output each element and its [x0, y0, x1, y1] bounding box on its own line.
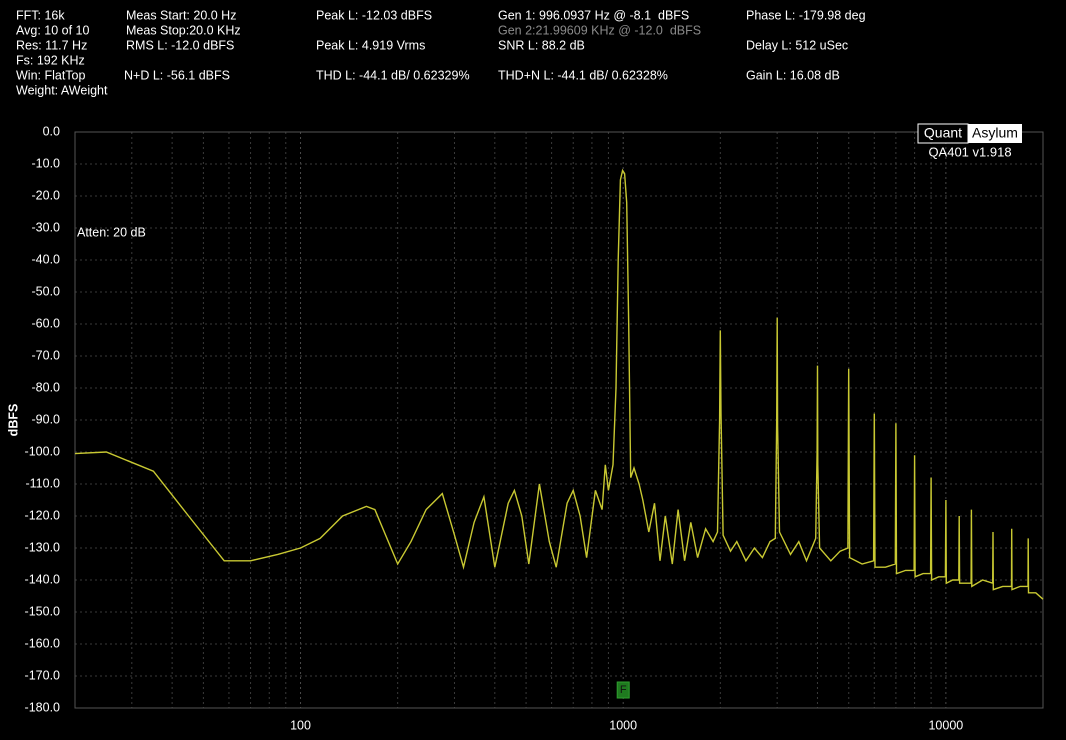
readout: Weight: AWeight — [16, 83, 108, 97]
logo-box — [968, 124, 1022, 143]
y-tick-label: -170.0 — [25, 668, 60, 682]
readout: Peak L: -12.03 dBFS — [316, 8, 432, 22]
y-tick-label: -150.0 — [25, 604, 60, 618]
x-tick-label: 10000 — [928, 718, 963, 732]
y-tick-label: -180.0 — [25, 700, 60, 714]
readout: Gen 1: 996.0937 Hz @ -8.1 dBFS — [498, 8, 689, 22]
readout: Fs: 192 KHz — [16, 53, 85, 67]
y-tick-label: -140.0 — [25, 572, 60, 586]
readout: Phase L: -179.98 deg — [746, 8, 866, 22]
readout: Delay L: 512 uSec — [746, 38, 848, 52]
y-axis-label: dBFS — [6, 404, 20, 437]
spectrum-line — [74, 168, 1044, 600]
readout: THD L: -44.1 dB/ 0.62329% — [316, 68, 470, 82]
y-tick-label: -110.0 — [25, 476, 60, 490]
plot-frame — [74, 131, 1044, 709]
readout: Gain L: 16.08 dB — [746, 68, 840, 82]
plot: 100 1000 10000 0.0 -10.0 -20.0 -30.0 -40.0 -50.0… — [25, 124, 1044, 732]
y-tick-label: -30.0 — [32, 220, 61, 234]
readout: RMS L: -12.0 dBFS — [126, 38, 234, 52]
y-tick-label: -160.0 — [25, 636, 60, 650]
y-tick-label: -10.0 — [32, 156, 61, 170]
y-tick-label: -50.0 — [32, 284, 61, 298]
version: QA401 v1.918 — [928, 144, 1011, 159]
readout: Peak L: 4.919 Vrms — [316, 38, 425, 52]
logo-right: Asylum — [972, 125, 1018, 141]
y-tick-label: -60.0 — [32, 316, 61, 330]
readout: SNR L: 88.2 dB — [498, 38, 585, 52]
y-tick-label: -20.0 — [32, 188, 61, 202]
y-tick-label: -120.0 — [25, 508, 60, 522]
readout: Win: FlatTop — [16, 68, 86, 82]
readout: Avg: 10 of 10 — [16, 23, 89, 37]
readout: Meas Stop:20.0 KHz — [126, 23, 241, 37]
y-tick-label: -90.0 — [32, 412, 61, 426]
annotation: Atten: 20 dB — [77, 225, 146, 239]
readout: Gen 2:21.99609 KHz @ -12.0 dBFS — [498, 23, 701, 37]
y-tick-label: -100.0 — [25, 444, 60, 458]
y-tick-label: -130.0 — [25, 540, 60, 554]
y-tick-label: -40.0 — [32, 252, 61, 266]
logo-left: Quant — [924, 125, 962, 141]
y-tick-label: -70.0 — [32, 348, 61, 362]
readout: THD+N L: -44.1 dB/ 0.62328% — [498, 68, 668, 82]
marker-box — [616, 681, 630, 699]
readout: N+D L: -56.1 dBFS — [124, 68, 230, 82]
readout: Meas Start: 20.0 Hz — [126, 8, 236, 22]
readout: FFT: 16k — [16, 8, 65, 22]
marker-label: F — [620, 684, 627, 696]
x-tick-label: 1000 — [609, 718, 637, 732]
y-tick-label: 0.0 — [43, 124, 60, 138]
y-tick-label: -80.0 — [32, 380, 61, 394]
readout: Res: 11.7 Hz — [16, 38, 87, 52]
x-tick-label: 100 — [290, 718, 311, 732]
